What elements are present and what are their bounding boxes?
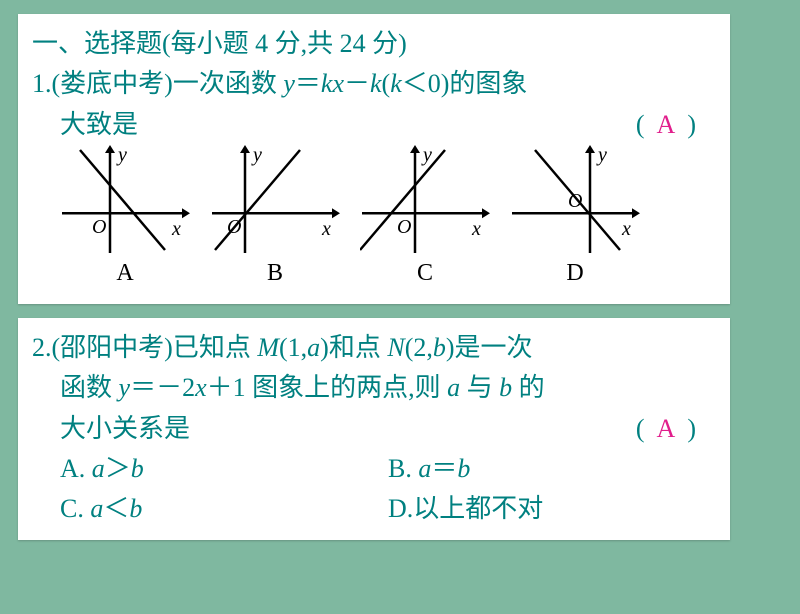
svg-text:O: O <box>92 216 106 238</box>
q2-stem3: 大小关系是 <box>60 414 190 443</box>
q2-answer-letter: A <box>645 414 688 443</box>
q2-Margs: (1, <box>279 333 307 362</box>
svg-text:x: x <box>621 218 631 240</box>
q1-y: y <box>283 69 295 98</box>
q1-eq: ＝ <box>295 69 321 98</box>
q1-k3: k <box>390 69 402 98</box>
opt-b-a: a <box>418 454 431 483</box>
q1-minus: － <box>344 69 370 98</box>
opt-d-pre: D.以上都不对 <box>388 494 543 523</box>
graph-B: y x OB <box>210 145 340 292</box>
opt-b-pre: B. <box>388 454 412 483</box>
q1-k2: k <box>370 69 382 98</box>
opt-c-a: a <box>90 494 103 523</box>
q1-answer-letter: A <box>645 110 688 139</box>
opt-b-b: b <box>457 454 470 483</box>
graph-label-C: C <box>360 255 490 292</box>
q2-answer-slot: (A) <box>636 409 696 449</box>
paren-close: ) <box>687 414 696 443</box>
question-block-2: 2.(邵阳中考)已知点 M(1,a)和点 N(2,b)是一次 函数 y＝－2x＋… <box>18 318 730 539</box>
q1-stem: 1.(娄底中考)一次函数 y＝kx－k(k＜0)的图象 <box>32 64 716 104</box>
q2-opt-d: D.以上都不对 <box>388 489 716 529</box>
q2-a: a <box>307 333 320 362</box>
q2-opt-c: C. a＜b <box>60 489 388 529</box>
svg-text:x: x <box>471 218 481 240</box>
graph-label-A: A <box>60 255 190 292</box>
svg-text:y: y <box>596 145 607 166</box>
q2-mid: 与 <box>460 373 499 402</box>
opt-a-b: b <box>131 454 144 483</box>
q2-stem2-post: 的 <box>512 373 545 402</box>
q2-Nargs2: )是一次 <box>446 333 533 362</box>
q1-stem-line2: 大致是 (A) <box>60 105 716 145</box>
q2-x: x <box>195 373 207 402</box>
q1-answer-slot: (A) <box>636 105 696 145</box>
q2-N: N <box>387 333 404 362</box>
q2-eq: ＝－2 <box>130 373 195 402</box>
q2-M: M <box>257 333 279 362</box>
paren-open: ( <box>636 414 645 443</box>
graph-A: y x OA <box>60 145 190 292</box>
svg-text:y: y <box>421 145 432 166</box>
graph-C: y x OC <box>360 145 490 292</box>
q2-stem2-pre: 函数 <box>60 373 119 402</box>
q2-stem-line3: 大小关系是 (A) <box>60 409 716 449</box>
graph-D: y x O D <box>510 145 640 292</box>
q2-y: y <box>119 373 131 402</box>
q2-options: A. a＞b B. a＝b C. a＜b D.以上都不对 <box>60 449 716 530</box>
section-title: 一、选择题(每小题 4 分,共 24 分) <box>32 24 716 64</box>
q2-stem1: 2.(邵阳中考)已知点 <box>32 333 257 362</box>
opt-c-b: b <box>129 494 142 523</box>
q1-cond-rest: ＜0)的图象 <box>402 69 528 98</box>
opt-c-pre: C. <box>60 494 84 523</box>
q2-Margs2: )和点 <box>320 333 387 362</box>
q2-b2: b <box>499 373 512 402</box>
q1-stem-text2: 大致是 <box>60 110 138 139</box>
q2-a2: a <box>447 373 460 402</box>
opt-a-gt: ＞ <box>105 454 131 483</box>
svg-text:y: y <box>251 145 262 166</box>
paren-open: ( <box>636 110 645 139</box>
opt-a-pre: A. <box>60 454 85 483</box>
q2-eq2b: ＋1 图象上的两点,则 <box>207 373 448 402</box>
paren-close: ) <box>687 110 696 139</box>
question-block-1: 一、选择题(每小题 4 分,共 24 分) 1.(娄底中考)一次函数 y＝kx－… <box>18 14 730 304</box>
q2-Nargs: (2, <box>405 333 433 362</box>
graph-label-D: D <box>510 255 640 292</box>
svg-text:O: O <box>227 216 241 238</box>
svg-text:O: O <box>397 216 411 238</box>
q1-graphs: yxOAyxOByxOCyxOD <box>60 145 716 292</box>
q2-stem-line1: 2.(邵阳中考)已知点 M(1,a)和点 N(2,b)是一次 <box>32 328 716 368</box>
svg-text:O: O <box>568 190 582 212</box>
svg-text:x: x <box>321 218 331 240</box>
q2-b: b <box>433 333 446 362</box>
svg-text:y: y <box>116 145 127 166</box>
q2-opt-a: A. a＞b <box>60 449 388 489</box>
svg-text:x: x <box>171 218 181 240</box>
q1-paren-open: ( <box>382 69 391 98</box>
opt-c-lt: ＜ <box>103 494 129 523</box>
q2-stem-line2: 函数 y＝－2x＋1 图象上的两点,则 a 与 b 的 <box>60 368 716 408</box>
opt-b-eq: ＝ <box>431 454 457 483</box>
q1-x: x <box>332 69 344 98</box>
q1-stem-text1: 1.(娄底中考)一次函数 <box>32 69 283 98</box>
graph-label-B: B <box>210 255 340 292</box>
q2-opt-b: B. a＝b <box>388 449 716 489</box>
q1-k: k <box>321 69 333 98</box>
opt-a-a: a <box>92 454 105 483</box>
